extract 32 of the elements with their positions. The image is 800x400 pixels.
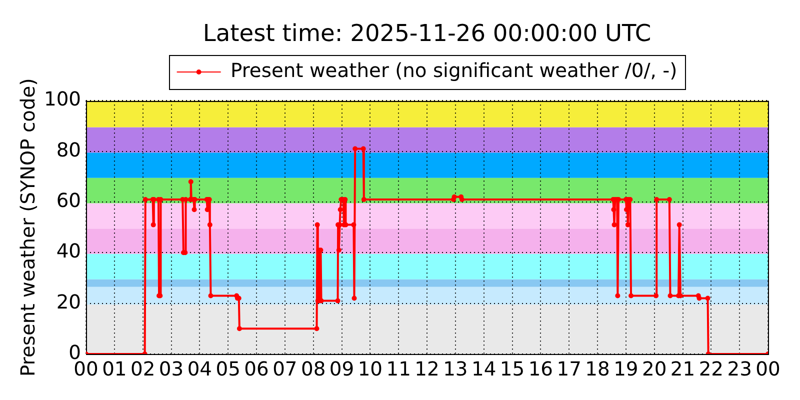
x-tick-label: 04	[187, 358, 212, 381]
legend-label: Present weather (no significant weather /0/, -)	[230, 58, 678, 82]
x-tick-label: 23	[727, 358, 752, 381]
y-tick-label: 40	[56, 240, 81, 263]
x-tick-label: 09	[329, 358, 354, 381]
x-tick-label: 15	[500, 358, 525, 381]
x-tick-label: 17	[556, 358, 582, 381]
x-tick-label: 08	[300, 358, 326, 381]
y-axis-title: Present weather (SYNOP code)	[16, 78, 40, 376]
x-tick-label: 20	[642, 358, 667, 381]
y-tick-label: 20	[56, 290, 81, 314]
x-tick-label: 00	[756, 358, 780, 381]
x-tick-label: 01	[102, 358, 127, 381]
y-tick-label: 80	[56, 138, 81, 162]
x-tick-label: 13	[443, 358, 468, 381]
chart-title: Latest time: 2025-11-26 00:00:00 UTC	[202, 20, 652, 48]
y-tick-label: 100	[44, 88, 81, 111]
x-tick-label: 03	[158, 358, 184, 381]
x-tick-label: 05	[216, 358, 240, 381]
x-tick-label: 12	[414, 358, 440, 381]
x-tick-label: 07	[272, 358, 298, 381]
x-tick-label: 02	[130, 358, 156, 381]
x-tick-label: 06	[244, 358, 269, 381]
x-tick-label: 21	[670, 358, 696, 381]
x-tick-label: 22	[698, 358, 724, 381]
x-tick-label: 19	[614, 358, 638, 381]
x-tick-label: 16	[528, 358, 554, 381]
x-tick-label: 10	[358, 358, 383, 381]
x-tick-label: 11	[386, 358, 411, 381]
x-tick-label: 14	[471, 358, 496, 381]
y-tick-label: 60	[56, 189, 81, 212]
x-tick-label: 18	[585, 358, 610, 381]
